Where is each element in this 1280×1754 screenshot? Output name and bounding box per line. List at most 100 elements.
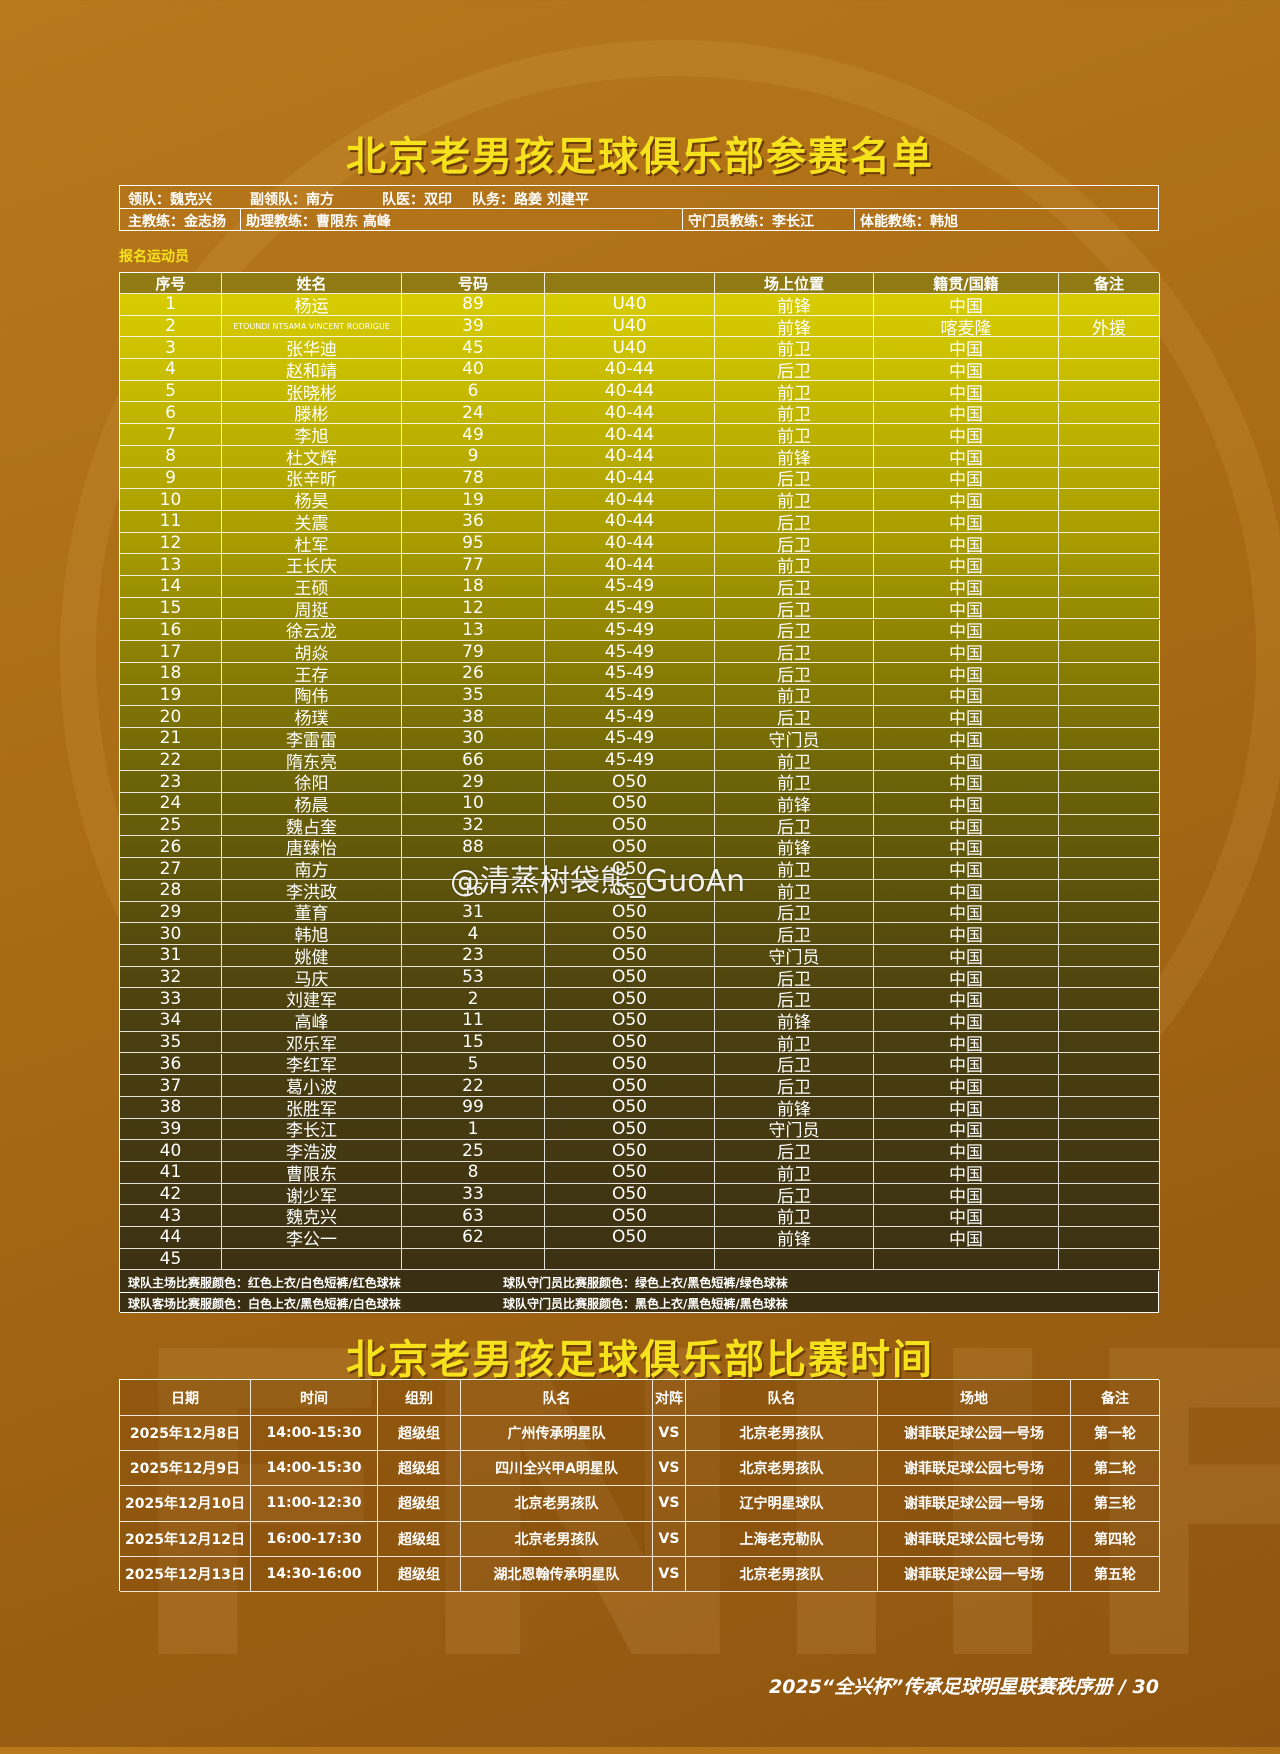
roster-cell: U40 [545, 315, 715, 338]
roster-cell: 徐云龙 [222, 619, 402, 642]
roster-cell: 中国 [874, 1118, 1059, 1141]
roster-cell: 前卫 [715, 1205, 874, 1228]
roster-cell: 2 [402, 988, 545, 1011]
roster-cell: 李公一 [222, 1227, 402, 1249]
roster-cell: 中国 [874, 445, 1059, 468]
roster-cell [1059, 641, 1160, 663]
roster-cell: 95 [402, 532, 545, 555]
roster-cell: 李雷雷 [222, 728, 402, 750]
roster-cell: O50 [545, 814, 715, 837]
roster-cell: 29 [120, 901, 222, 924]
schedule-cell: 2025年12月10日 [120, 1486, 251, 1522]
schedule-cell: 第四轮 [1071, 1521, 1160, 1557]
roster-cell: 45-49 [545, 597, 715, 620]
header-cell: 日期 [120, 1380, 251, 1416]
roster-cell: 23 [120, 771, 222, 794]
roster-cell [1059, 684, 1160, 707]
roster-cell: 33 [120, 988, 222, 1011]
roster-cell: 中国 [874, 966, 1059, 989]
schedule-title: 北京老男孩足球俱乐部比赛时间 [346, 1337, 934, 1383]
roster-cell: 中国 [874, 771, 1059, 794]
roster-cell: 39 [120, 1118, 222, 1141]
roster-cell: 中国 [874, 1031, 1059, 1054]
roster-cell: 26 [402, 662, 545, 685]
roster-cell: 葛小波 [222, 1075, 402, 1097]
roster-cell [1059, 489, 1160, 511]
schedule-cell: 14:00-15:30 [251, 1416, 378, 1452]
schedule-cell: 14:30-16:00 [251, 1556, 378, 1592]
roster-cell: 12 [120, 532, 222, 555]
roster-cell: 18 [402, 576, 545, 598]
roster-cell: 中国 [874, 1183, 1059, 1206]
footer: 2025“全兴杯”传承足球明星联赛秩序册 / 30 [769, 1676, 1159, 1698]
roster-cell [1059, 1227, 1160, 1249]
roster-cell: 李浩波 [222, 1140, 402, 1162]
roster-cell: 11 [120, 511, 222, 533]
roster-cell [1059, 1010, 1160, 1032]
roster-cell: O50 [545, 1118, 715, 1141]
roster-cell: 中国 [874, 359, 1059, 381]
roster-cell: 杨昊 [222, 489, 402, 511]
roster-cell: 39 [402, 315, 545, 338]
roster-cell: 前卫 [715, 489, 874, 511]
roster-cell: 中国 [874, 858, 1059, 880]
staff-item: 队务：路姜 刘建平 [472, 192, 589, 208]
roster-cell: 42 [120, 1183, 222, 1206]
roster-cell: 中国 [874, 1096, 1059, 1119]
schedule-cell: VS [653, 1486, 686, 1522]
roster-cell [1059, 554, 1160, 577]
roster-cell [1059, 901, 1160, 924]
roster-cell [1059, 1248, 1160, 1271]
roster-cell: 77 [402, 554, 545, 577]
roster-cell [1059, 619, 1160, 642]
roster-cell: 中国 [874, 662, 1059, 685]
roster-cell: 28 [120, 879, 222, 902]
roster-cell: 李长江 [222, 1118, 402, 1141]
header-cell [545, 273, 715, 294]
roster-cell [1059, 814, 1160, 837]
roster-cell: 前锋 [715, 315, 874, 338]
roster-cell: 中国 [874, 576, 1059, 598]
roster-cell: 中国 [874, 380, 1059, 403]
schedule-cell: 超级组 [378, 1521, 461, 1557]
roster-cell: 曹限东 [222, 1162, 402, 1184]
roster-cell: 40-44 [545, 467, 715, 490]
roster-cell: 4 [120, 359, 222, 381]
staff-divider [854, 208, 855, 230]
roster-cell: 7 [120, 424, 222, 446]
roster-cell: 前卫 [715, 554, 874, 577]
roster-cell: 78 [402, 467, 545, 490]
schedule-cell: 2025年12月12日 [120, 1521, 251, 1557]
roster-cell: 前锋 [715, 1227, 874, 1249]
roster-cell [1059, 1205, 1160, 1228]
roster-cell: 32 [120, 966, 222, 989]
roster-cell: 26 [120, 836, 222, 859]
staff-item: 领队：魏克兴 [128, 192, 212, 208]
roster-cell: 魏占奎 [222, 814, 402, 837]
staff-item: 助理教练：曹限东 高峰 [246, 214, 391, 230]
roster-cell: O50 [545, 966, 715, 989]
roster-cell: 41 [120, 1162, 222, 1184]
roster-cell: 45-49 [545, 728, 715, 750]
roster-cell: 9 [402, 445, 545, 468]
roster-cell: U40 [545, 294, 715, 316]
roster-cell: 后卫 [715, 1140, 874, 1162]
roster-cell: 中国 [874, 294, 1059, 316]
roster-title: 北京老男孩足球俱乐部参赛名单 [346, 134, 934, 180]
schedule-cell: 湖北恩翰传承明星队 [461, 1556, 653, 1592]
schedule-cell: VS [653, 1416, 686, 1452]
roster-cell: 中国 [874, 1140, 1059, 1162]
roster-cell: 31 [402, 901, 545, 924]
roster-cell: 徐阳 [222, 771, 402, 794]
roster-cell: 5 [402, 1053, 545, 1076]
roster-cell: 99 [402, 1096, 545, 1119]
roster-cell: O50 [545, 988, 715, 1011]
roster-cell [545, 1248, 715, 1271]
roster-cell [874, 1248, 1059, 1271]
roster-cell: 前卫 [715, 424, 874, 446]
roster-cell: 31 [120, 945, 222, 967]
roster-cell: 王硕 [222, 576, 402, 598]
roster-cell: 后卫 [715, 359, 874, 381]
roster-cell [1059, 836, 1160, 859]
roster-cell: O50 [545, 1205, 715, 1228]
